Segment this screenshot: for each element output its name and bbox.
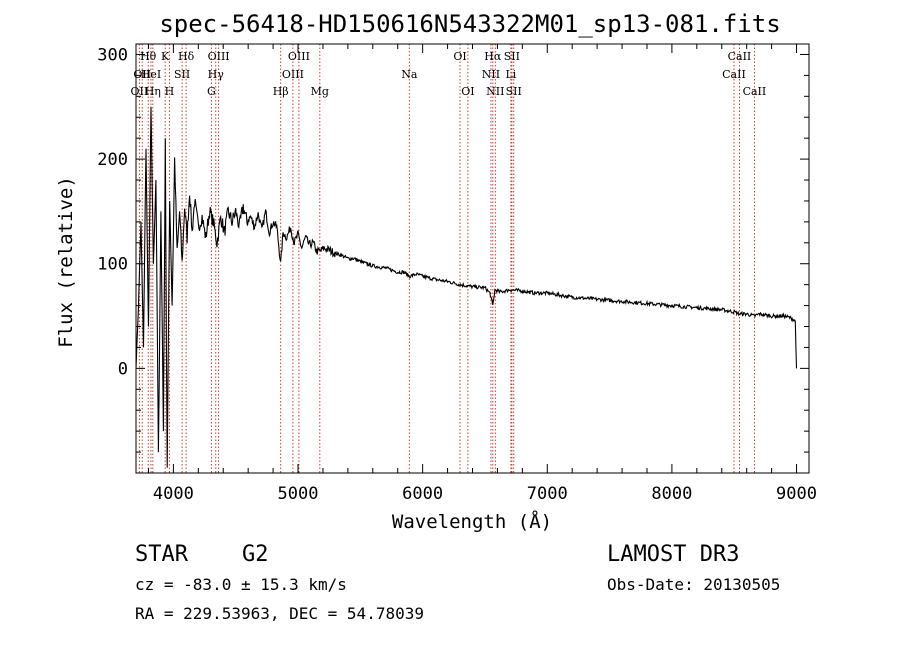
spectral-line-label: CaII — [722, 68, 746, 81]
spectral-line-label: OIII — [282, 68, 304, 81]
plot-frame — [135, 43, 810, 474]
spectral-line-label: OIII — [208, 50, 230, 63]
spectral-line-label: OI — [453, 50, 466, 63]
spectral-line-label: OII — [133, 68, 151, 81]
spectral-line-label: OI — [461, 85, 474, 98]
redshift-text: cz = -83.0 ± 15.3 km/s — [135, 575, 347, 594]
spectral-lines — [138, 44, 755, 473]
object-class: STAR — [135, 542, 189, 567]
spectral-line-label: SII — [174, 68, 190, 81]
x-tick-label: 7000 — [527, 484, 568, 504]
obs-date: Obs-Date: 20130505 — [607, 575, 780, 594]
spectral-line-label: CaII — [728, 50, 752, 63]
x-tick-label: 9000 — [776, 484, 817, 504]
y-tick-label: 100 — [97, 255, 128, 275]
x-tick-label: 5000 — [278, 484, 319, 504]
spectral-line-label: SII — [506, 85, 522, 98]
spectral-line-label: K — [161, 50, 170, 63]
spectral-line-label: Hα — [484, 50, 502, 63]
spectral-line-label: Mg — [311, 85, 329, 98]
x-axis-label: Wavelength (Å) — [392, 510, 552, 533]
spectral-line-label: NII — [482, 68, 500, 81]
spectral-line-label: H — [165, 85, 175, 98]
x-tick-label: 8000 — [651, 484, 692, 504]
spectral-line-label: CaII — [743, 85, 767, 98]
spectral-line-label: G — [207, 85, 216, 98]
chart-title: spec-56418-HD150616N543322M01_sp13-081.f… — [159, 10, 780, 38]
y-axis-label: Flux (relative) — [55, 176, 77, 348]
x-tick-label: 4000 — [153, 484, 194, 504]
spectral-line-label: Hθ — [140, 50, 157, 63]
spectral-line-label: Li — [505, 68, 516, 81]
y-tick-label: 300 — [97, 45, 128, 65]
spectral-line-label: Hγ — [208, 68, 225, 81]
spectral-line-label: OII — [131, 85, 149, 98]
spectral-line-label: HeI — [141, 68, 161, 81]
spectral-line-label: NII — [486, 85, 504, 98]
survey-name: LAMOST DR3 — [607, 542, 739, 567]
spectral-line-label: Hη — [145, 85, 161, 98]
y-axis: 0 100 200 300 — [97, 45, 809, 474]
y-tick-label: 200 — [97, 150, 128, 170]
object-subclass: G2 — [242, 542, 269, 567]
x-axis: 4000 5000 6000 7000 8000 9000 — [147, 44, 817, 504]
spectral-line-label: SII — [504, 50, 520, 63]
flux-series-line — [135, 106, 798, 468]
spectral-line-label: OIII — [288, 50, 310, 63]
spectral-line-label: Hβ — [273, 85, 289, 98]
y-tick-label: 0 — [118, 359, 128, 379]
spectral-line-label: Na — [401, 68, 418, 81]
x-tick-label: 6000 — [402, 484, 443, 504]
coordinates-text: RA = 229.53963, DEC = 54.78039 — [135, 604, 424, 623]
spectral-line-label: Hδ — [178, 50, 195, 63]
